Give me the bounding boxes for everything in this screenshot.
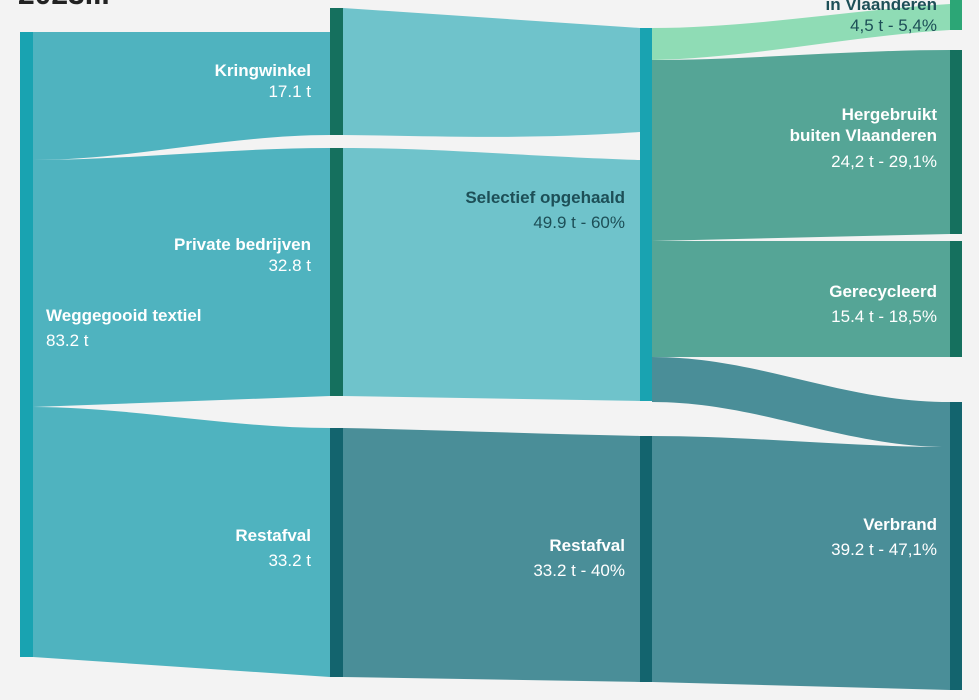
node-name: Restafval <box>549 536 625 555</box>
node-value: 33.2 t - 40% <box>533 561 625 581</box>
label-in-vlaanderen: in Vlaanderen 4,5 t - 5,4% <box>826 0 937 37</box>
node-value: 49.9 t - 60% <box>533 213 625 233</box>
node-name: in Vlaanderen <box>825 0 937 14</box>
label-verbrand: Verbrand 39.2 t - 47,1% <box>831 514 937 561</box>
label-buiten: Hergebruikt buiten Vlaanderen 24,2 t - 2… <box>790 104 937 172</box>
node-value: 17.1 t <box>268 82 311 102</box>
node-name: Selectief opgehaald <box>465 188 625 207</box>
flow-in-vlaanderen <box>652 4 950 60</box>
flow-restafval-mid <box>343 428 640 682</box>
node-name: Private bedrijven <box>173 235 311 254</box>
label-restafval-src: Restafval 33.2 t <box>235 525 311 572</box>
node-name: Weggegooid textiel <box>46 306 202 325</box>
node-name: Restafval <box>235 526 311 545</box>
flow-gerecycleerd <box>652 241 950 357</box>
node-name: Gerecycleerd <box>829 282 937 301</box>
label-restafval-mid: Restafval 33.2 t - 40% <box>533 535 625 582</box>
node-value: 4,5 t - 5,4% <box>850 16 937 36</box>
bar-weggegooid <box>20 32 33 657</box>
bar-kringwinkel <box>330 8 343 135</box>
node-value: 15.4 t - 18,5% <box>831 307 937 327</box>
node-value: 24,2 t - 29,1% <box>831 151 937 171</box>
node-name-line1: Hergebruikt <box>841 105 937 124</box>
node-value: 83.2 t <box>46 331 89 351</box>
flow-kringwinkel-selectief <box>343 8 640 137</box>
flow-kringwinkel <box>33 32 330 160</box>
label-gerecycleerd: Gerecycleerd 15.4 t - 18,5% <box>829 281 937 328</box>
label-weggegooid: Weggegooid textiel 83.2 t <box>46 305 202 352</box>
bar-selectief <box>640 28 652 401</box>
bar-gerecycleerd <box>950 241 962 357</box>
node-value: 39.2 t - 47,1% <box>831 540 937 560</box>
node-name: Kringwinkel <box>214 61 311 80</box>
node-name: Verbrand <box>863 515 937 534</box>
flow-private <box>33 148 330 407</box>
label-kringwinkel: Kringwinkel 17.1 t <box>215 60 311 103</box>
label-selectief: Selectief opgehaald 49.9 t - 60% <box>465 187 625 234</box>
bar-in-vlaanderen <box>950 0 962 30</box>
bar-buiten <box>950 50 962 234</box>
bar-verbrand <box>950 402 962 690</box>
flow-restafval-verbrand <box>652 436 950 690</box>
flow-buiten <box>652 50 950 241</box>
node-value: 32.8 t <box>268 256 311 276</box>
flow-private-selectief <box>343 148 640 401</box>
flow-restafval-src <box>33 407 330 677</box>
label-private: Private bedrijven 32.8 t <box>174 234 311 277</box>
bar-private <box>330 148 343 396</box>
bar-restafval-mid <box>640 436 652 682</box>
clipped-header-text: 2023... <box>18 0 110 12</box>
bar-restafval-src <box>330 428 343 677</box>
node-name-line2: buiten Vlaanderen <box>789 126 937 146</box>
node-value: 33.2 t <box>268 551 311 571</box>
flow-selectief-verbrand <box>652 357 950 447</box>
